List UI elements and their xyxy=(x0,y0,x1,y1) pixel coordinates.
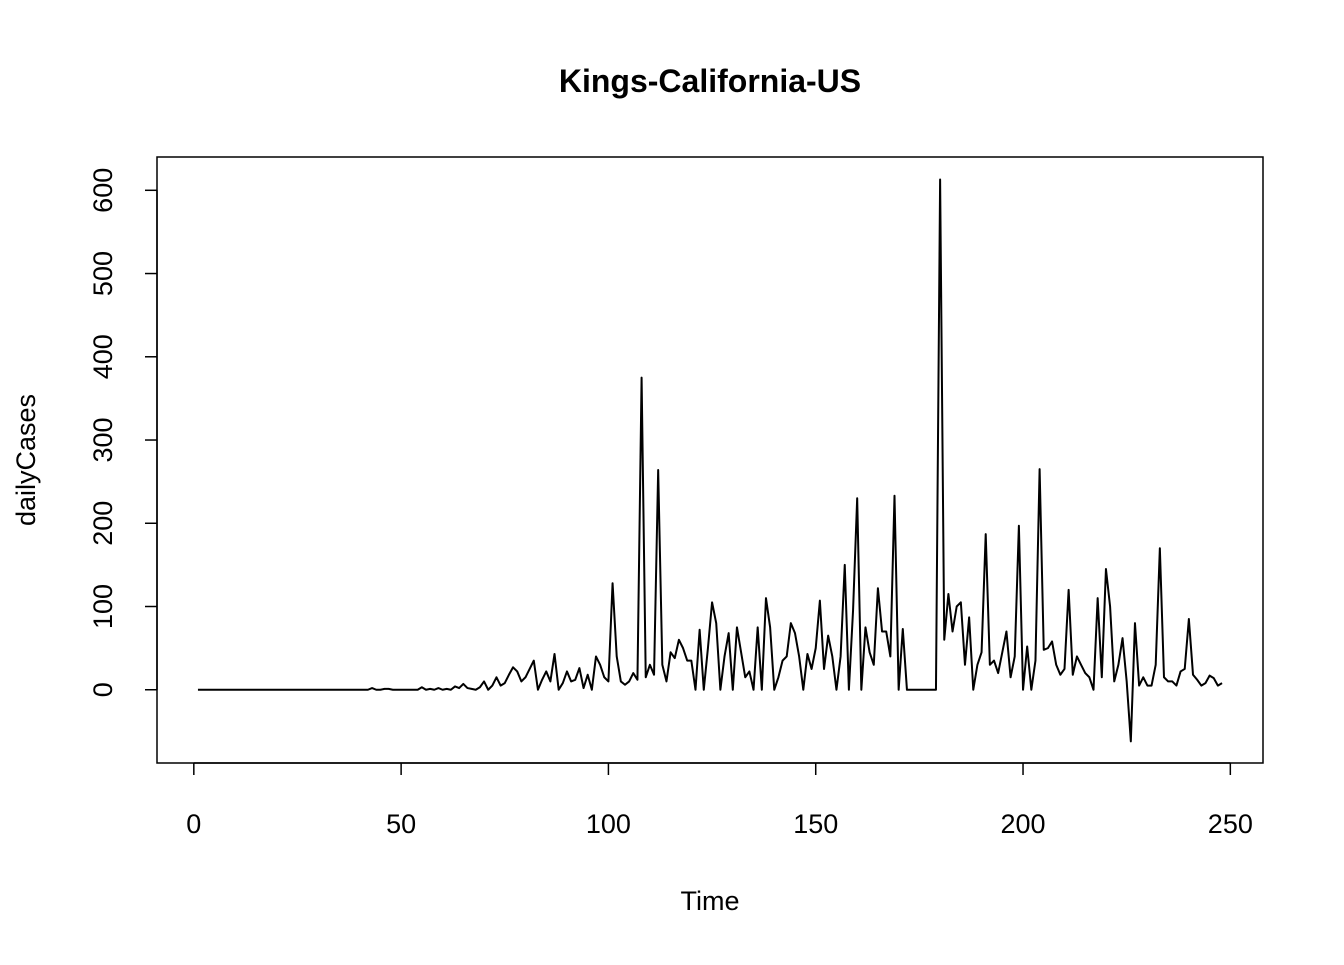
chart-title: Kings-California-US xyxy=(559,63,861,99)
y-tick-label: 100 xyxy=(88,584,118,629)
y-tick-label: 0 xyxy=(88,682,118,697)
y-tick-label: 300 xyxy=(88,417,118,462)
x-axis-label: Time xyxy=(681,886,740,916)
x-tick-label: 250 xyxy=(1208,809,1253,839)
y-tick-label: 400 xyxy=(88,334,118,379)
plot-box xyxy=(156,156,1264,764)
y-axis-label: dailyCases xyxy=(11,394,41,526)
x-tick-label: 50 xyxy=(386,809,416,839)
x-tick-label: 0 xyxy=(186,809,201,839)
series-line xyxy=(197,178,1223,743)
y-tick-label: 500 xyxy=(88,251,118,296)
x-tick-label: 200 xyxy=(1000,809,1045,839)
x-tick-label: 150 xyxy=(793,809,838,839)
y-tick-label: 600 xyxy=(88,168,118,213)
x-tick-label: 100 xyxy=(586,809,631,839)
y-tick-label: 200 xyxy=(88,501,118,546)
